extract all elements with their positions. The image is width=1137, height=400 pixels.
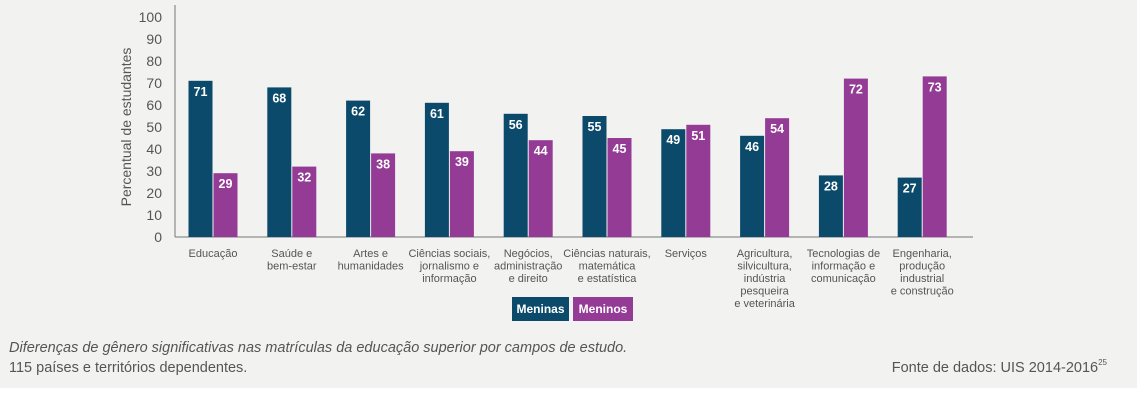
bar-meninas [897, 177, 922, 237]
bar-meninas [740, 135, 765, 237]
bar-meninas [503, 113, 528, 237]
x-category-label: Engenharia, produção industrial e construçã… [891, 248, 954, 298]
caption-line-1: Diferenças de gênero significativas nas … [9, 340, 628, 356]
y-tick-label: 20 [146, 185, 162, 201]
bar-meninas [818, 175, 843, 237]
bar-meninas [424, 102, 449, 237]
x-category-label: Agricultura, silvicultura, indústria pesque… [734, 248, 795, 310]
x-category-label: Saúde e bem-estar [267, 248, 317, 273]
bar-value-label: 73 [928, 80, 942, 94]
y-tick-label: 10 [146, 207, 162, 223]
bar-chart: 0 10 20 30 40 50 60 70 80 90 100 Percentual de estu… [118, 5, 973, 321]
y-axis-title: Percentual de estudantes [118, 48, 134, 207]
legend-swatch-meninas [512, 297, 569, 321]
bar-value-label: 68 [272, 91, 286, 105]
bar-value-label: 49 [666, 133, 680, 147]
bar-meninos [213, 173, 238, 237]
bar-meninos [765, 118, 790, 237]
bar-value-label: 54 [770, 122, 784, 136]
y-tick-label: 60 [146, 97, 162, 113]
bar-meninos [843, 78, 868, 237]
bar-meninos [922, 76, 947, 238]
legend-label-meninas: Meninas [516, 302, 564, 316]
y-tick-label: 40 [146, 141, 162, 157]
caption-line-2: 115 países e territórios dependentes. [9, 360, 248, 376]
bar-value-label: 29 [219, 177, 233, 191]
x-category-label: Ciências naturais, matemática e estatístic… [563, 248, 650, 285]
source-text: Fonte de dados: UIS 2014-2016 [891, 360, 1099, 376]
x-category-label: Artes e humanidades [338, 248, 405, 273]
bar-meninas [661, 129, 686, 237]
bar-meninos [607, 138, 632, 237]
bar-value-label: 38 [376, 157, 390, 171]
y-tick-label: 70 [146, 75, 162, 91]
bar-value-label: 28 [824, 179, 838, 193]
y-tick-label: 50 [146, 119, 162, 135]
bar-value-label: 56 [509, 118, 523, 132]
bar-value-label: 61 [430, 107, 444, 121]
x-category-label: Negócios, administração e direito [494, 248, 562, 285]
bar-value-label: 44 [534, 144, 548, 158]
bar-meninas [267, 87, 292, 238]
bar-value-label: 27 [903, 182, 917, 196]
x-category-label: Ciências sociais, jornalismo e informação [408, 248, 490, 285]
bar-value-label: 72 [849, 83, 863, 97]
legend-label-meninos: Meninos [579, 302, 628, 316]
y-tick-label: 0 [154, 229, 162, 245]
y-tick-label: 80 [146, 53, 162, 69]
source-footnote: 25 [1098, 358, 1107, 367]
bar-value-label: 71 [194, 85, 208, 99]
bar-meninos [292, 166, 317, 237]
bar-meninas [582, 116, 607, 237]
bar-value-label: 51 [691, 129, 705, 143]
y-tick-label: 90 [146, 31, 162, 47]
legend-swatch-meninos [573, 297, 633, 321]
bar-meninas [346, 100, 371, 237]
bar-meninas [188, 80, 213, 237]
y-tick-label: 30 [146, 163, 162, 179]
bar-value-label: 62 [351, 105, 365, 119]
data-source: Fonte de dados: UIS 2014-201625 [892, 358, 1107, 376]
bar-meninos [528, 140, 553, 237]
figure-caption: Diferenças de gênero significativas nas … [9, 338, 627, 378]
bar-value-label: 55 [588, 120, 602, 134]
x-category-label: Tecnologias de informação e comunicação [807, 248, 880, 285]
bar-meninos [449, 151, 474, 237]
bar-value-label: 32 [297, 171, 311, 185]
bar-value-label: 39 [455, 155, 469, 169]
x-category-label: Serviços [665, 248, 708, 260]
bar-meninos [371, 153, 396, 237]
bar-value-label: 45 [613, 142, 627, 156]
y-tick-label: 100 [139, 9, 163, 25]
x-category-label: Educação [189, 248, 238, 260]
bar-value-label: 46 [745, 140, 759, 154]
bar-meninos [686, 124, 711, 237]
